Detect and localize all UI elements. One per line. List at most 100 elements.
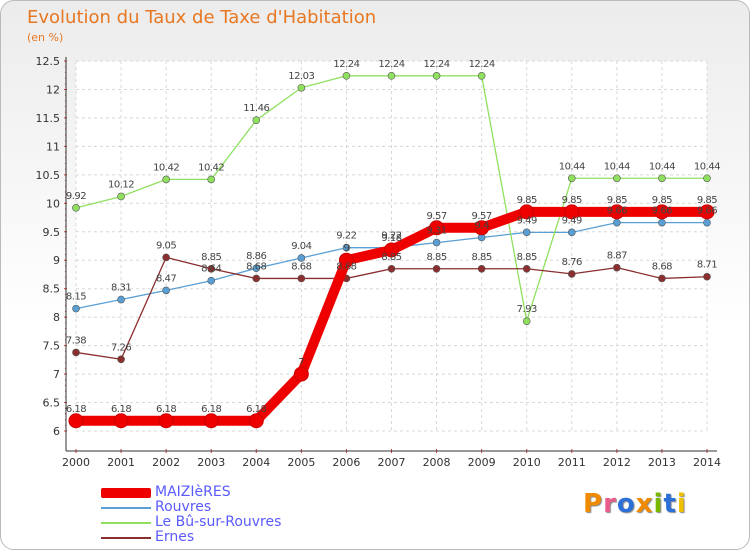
x-tick-label: 2004 — [242, 456, 270, 469]
data-point-ernes — [387, 264, 396, 273]
y-tick-label: 9 — [53, 254, 60, 267]
x-tick-label: 2005 — [287, 456, 315, 469]
legend-item-le-bu-sur-rouvres: Le Bû-sur-Rouvres — [101, 515, 281, 530]
data-point-rouvres — [162, 286, 170, 295]
data-point-le-bu-sur-rouvres — [162, 175, 170, 184]
data-point-le-bu-sur-rouvres — [432, 72, 441, 80]
data-label-rouvres: 8.15 — [66, 292, 86, 303]
data-label-le-bu-sur-rouvres: 10.44 — [649, 161, 675, 172]
x-tick-label: 2000 — [62, 456, 90, 469]
chart-subtitle: (en %) — [27, 31, 64, 44]
data-label-ernes: 8.68 — [291, 261, 311, 272]
data-point-maizieres — [293, 366, 309, 382]
y-tick-label: 6 — [53, 425, 60, 438]
data-label-le-bu-sur-rouvres: 10.42 — [198, 162, 224, 173]
data-label-ernes: 8.85 — [381, 252, 401, 263]
data-label-le-bu-sur-rouvres: 10.42 — [153, 162, 179, 173]
data-point-maizieres — [248, 413, 264, 429]
data-point-ernes — [117, 355, 125, 364]
data-point-rouvres — [613, 218, 621, 227]
data-point-le-bu-sur-rouvres — [477, 72, 486, 80]
data-point-ernes — [613, 263, 621, 272]
data-label-ernes: 9.05 — [156, 240, 176, 251]
data-label-maizieres: 6.18 — [201, 404, 221, 415]
data-point-maizieres — [384, 242, 399, 258]
data-label-rouvres: 9.49 — [562, 215, 582, 226]
data-point-ernes — [522, 264, 531, 273]
y-tick-label: 8.5 — [43, 283, 61, 296]
data-label-ernes: 8.71 — [697, 260, 717, 271]
x-tick-label: 2008 — [423, 456, 451, 469]
data-point-maizieres — [68, 413, 84, 429]
data-point-le-bu-sur-rouvres — [522, 317, 531, 325]
data-label-maizieres: 9.85 — [652, 195, 672, 206]
data-label-rouvres: 9.22 — [336, 231, 356, 242]
data-label-ernes: 8.85 — [517, 252, 537, 263]
x-tick-label: 2010 — [513, 456, 541, 469]
y-tick-label: 7.5 — [43, 340, 61, 353]
grid-layer — [75, 60, 708, 432]
data-point-ernes — [477, 264, 486, 273]
data-point-le-bu-sur-rouvres — [387, 72, 396, 80]
data-point-le-bu-sur-rouvres — [297, 83, 306, 92]
data-label-rouvres: 8.47 — [156, 273, 176, 284]
chart-title: Evolution du Taux de Taxe d'Habitation — [27, 7, 377, 28]
y-tick-label: 12 — [46, 83, 60, 96]
data-point-maizieres — [338, 252, 354, 268]
data-point-le-bu-sur-rouvres — [658, 174, 666, 183]
data-label-rouvres: 9.31 — [426, 226, 446, 237]
data-point-maizieres — [429, 220, 445, 236]
data-point-le-bu-sur-rouvres — [72, 204, 80, 212]
y-tick-label: 11.5 — [36, 112, 61, 125]
data-label-le-bu-sur-rouvres: 10.44 — [559, 161, 585, 172]
legend-swatch-le-bu-sur-rouvres — [101, 521, 151, 524]
data-label-le-bu-sur-rouvres: 10.44 — [604, 161, 630, 172]
data-point-le-bu-sur-rouvres — [342, 72, 351, 80]
legend-item-rouvres: Rouvres — [101, 500, 281, 515]
data-label-maizieres: 9.85 — [562, 195, 582, 206]
data-label-rouvres: 9.66 — [697, 206, 717, 217]
data-point-rouvres — [297, 254, 306, 262]
data-label-rouvres: 8.86 — [246, 251, 266, 262]
data-label-le-bu-sur-rouvres: 12.24 — [424, 59, 450, 70]
data-label-rouvres: 9.49 — [517, 215, 537, 226]
data-point-maizieres — [519, 204, 535, 220]
legend-swatch-rouvres — [101, 506, 151, 509]
data-label-ernes: 8.85 — [201, 252, 221, 263]
x-tick-label: 2002 — [152, 456, 180, 469]
y-tick-label: 10.5 — [36, 169, 61, 182]
x-tick-label: 2003 — [197, 456, 225, 469]
data-point-ernes — [297, 274, 306, 283]
data-point-ernes — [252, 274, 261, 283]
data-label-ernes: 8.85 — [426, 252, 446, 263]
data-point-rouvres — [522, 228, 531, 237]
data-label-le-bu-sur-rouvres: 11.46 — [243, 103, 269, 114]
data-label-ernes: 8.87 — [607, 251, 627, 262]
data-label-maizieres: 9.57 — [472, 211, 492, 222]
data-label-maizieres: 9.85 — [607, 195, 627, 206]
data-label-rouvres: 9.04 — [291, 241, 311, 252]
legend-label-maizieres: MAIZIèRES — [155, 484, 231, 500]
data-point-maizieres — [654, 204, 670, 220]
data-label-rouvres: 9.22 — [381, 231, 401, 242]
data-point-le-bu-sur-rouvres — [703, 174, 711, 183]
data-point-maizieres — [113, 413, 129, 429]
y-tick-label: 12.5 — [36, 55, 61, 68]
data-label-maizieres: 9.85 — [517, 195, 537, 206]
data-point-ernes — [162, 253, 170, 262]
data-label-maizieres: 6.18 — [246, 404, 266, 415]
data-label-maizieres: 9.57 — [426, 211, 446, 222]
data-point-le-bu-sur-rouvres — [117, 192, 125, 201]
x-tick-label: 2006 — [332, 456, 360, 469]
x-tick-label: 2014 — [693, 456, 721, 469]
data-label-ernes: 8.68 — [652, 261, 672, 272]
data-label-maizieres: 9.18 — [381, 233, 401, 244]
data-point-rouvres — [658, 218, 666, 227]
legend-item-ernes: Ernes — [101, 530, 281, 545]
data-point-rouvres — [567, 228, 576, 237]
data-label-le-bu-sur-rouvres: 12.03 — [288, 71, 314, 82]
legend: MAIZIèRES Rouvres Le Bû-sur-Rouvres Erne… — [101, 485, 281, 545]
data-label-ernes: 7.38 — [66, 335, 86, 346]
data-label-maizieres: 7 — [298, 357, 304, 368]
